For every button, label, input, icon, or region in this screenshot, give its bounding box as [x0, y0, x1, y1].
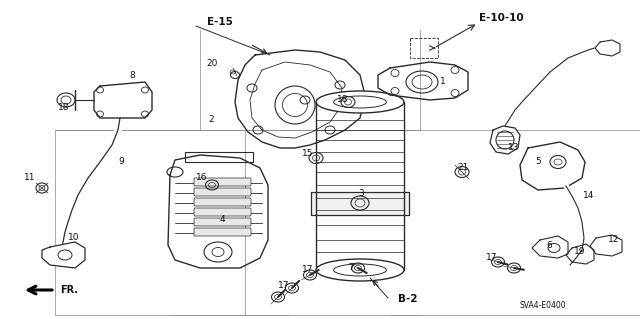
Text: E-15: E-15: [207, 17, 233, 27]
Bar: [410, 38, 438, 58]
Text: 9: 9: [118, 158, 124, 167]
Text: 7: 7: [348, 263, 354, 272]
Text: 18: 18: [58, 102, 70, 112]
Text: 16: 16: [196, 174, 207, 182]
Polygon shape: [42, 242, 85, 268]
FancyBboxPatch shape: [194, 188, 251, 196]
Text: 12: 12: [608, 235, 620, 244]
Text: 21: 21: [457, 164, 468, 173]
Text: 2: 2: [208, 115, 214, 124]
Polygon shape: [490, 126, 520, 154]
Polygon shape: [566, 244, 594, 264]
FancyBboxPatch shape: [194, 228, 251, 236]
FancyBboxPatch shape: [194, 208, 251, 216]
Text: 14: 14: [583, 191, 595, 201]
Text: 3: 3: [358, 189, 364, 197]
Text: 11: 11: [24, 173, 35, 182]
Polygon shape: [590, 235, 622, 256]
Text: 17: 17: [486, 254, 497, 263]
Text: 19: 19: [574, 247, 586, 256]
Text: 18: 18: [337, 95, 349, 105]
Ellipse shape: [316, 91, 404, 113]
Text: 10: 10: [68, 233, 79, 241]
Text: SVA4-E0400: SVA4-E0400: [519, 301, 566, 310]
Text: 17: 17: [278, 281, 289, 291]
Ellipse shape: [316, 259, 404, 281]
Text: 4: 4: [220, 216, 226, 225]
Text: 1: 1: [440, 78, 445, 86]
FancyBboxPatch shape: [194, 198, 251, 206]
FancyBboxPatch shape: [194, 178, 251, 186]
Text: 13: 13: [508, 144, 520, 152]
Text: 6: 6: [546, 241, 552, 249]
Text: B-2: B-2: [398, 294, 417, 304]
FancyBboxPatch shape: [194, 218, 251, 226]
Text: 5: 5: [535, 158, 541, 167]
Text: 8: 8: [129, 70, 135, 79]
Text: E-10-10: E-10-10: [479, 13, 524, 23]
Text: 17: 17: [302, 264, 314, 273]
Polygon shape: [311, 192, 409, 215]
Text: 15: 15: [302, 149, 314, 158]
Polygon shape: [520, 142, 585, 190]
Text: FR.: FR.: [60, 285, 78, 295]
Polygon shape: [532, 236, 568, 258]
Text: 20: 20: [206, 58, 218, 68]
Polygon shape: [595, 40, 620, 56]
